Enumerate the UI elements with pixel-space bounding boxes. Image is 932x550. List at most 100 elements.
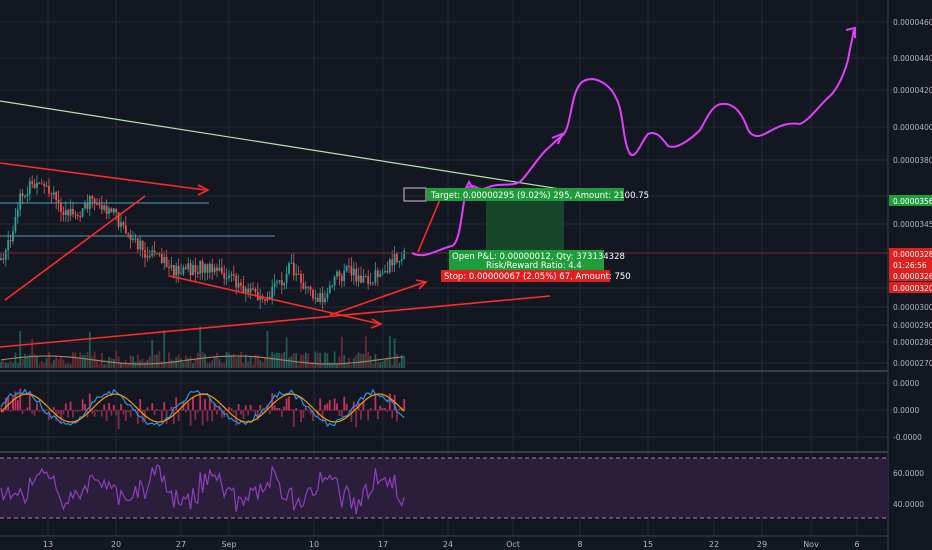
volume-bar bbox=[194, 360, 197, 368]
candle-body bbox=[93, 198, 96, 204]
candle-body bbox=[297, 273, 300, 275]
candle-body bbox=[355, 268, 358, 282]
volume-bar bbox=[170, 359, 173, 368]
volume-bar bbox=[189, 356, 192, 368]
open-pnl-label: Open P&L: 0.00000012, Qty: 373134328 bbox=[452, 252, 625, 262]
volume-bar bbox=[384, 360, 386, 368]
candle-body bbox=[247, 288, 250, 293]
macd-histogram-bar bbox=[62, 410, 65, 415]
candle-body bbox=[201, 261, 204, 273]
candle-body bbox=[326, 293, 329, 299]
volume-bar bbox=[396, 354, 398, 368]
macd-histogram-bar bbox=[40, 410, 43, 412]
volume-bar bbox=[98, 363, 101, 368]
long-trend-line[interactable] bbox=[0, 100, 561, 190]
candle-body bbox=[292, 262, 295, 276]
volume-bar bbox=[156, 354, 158, 368]
volume-bar bbox=[338, 356, 341, 368]
volume-bar bbox=[230, 355, 233, 368]
candle-body bbox=[24, 195, 26, 197]
macd-histogram-bar bbox=[376, 410, 379, 420]
macd-histogram-bar bbox=[364, 410, 367, 411]
volume-bar bbox=[247, 361, 250, 368]
candle-body bbox=[175, 265, 178, 276]
candle-body bbox=[295, 273, 298, 276]
volume-bar bbox=[24, 354, 26, 368]
candle-body bbox=[372, 282, 374, 284]
volume-bar bbox=[403, 355, 406, 368]
candle-body bbox=[242, 285, 245, 293]
volume-bar bbox=[129, 355, 132, 368]
price-axis-badge bbox=[889, 195, 932, 206]
candle-body bbox=[300, 273, 302, 283]
volume-bar bbox=[158, 351, 161, 368]
time-tick-label: 20 bbox=[111, 540, 121, 549]
macd-histogram-bar bbox=[271, 393, 274, 411]
candle-body bbox=[168, 267, 170, 269]
volume-bar bbox=[300, 354, 302, 368]
volume-bar bbox=[259, 360, 262, 368]
macd-histogram-bar bbox=[350, 410, 353, 422]
candle-body bbox=[81, 208, 84, 217]
time-tick-label: 8 bbox=[577, 540, 582, 549]
candle-body bbox=[57, 200, 60, 204]
volume-bar bbox=[312, 362, 314, 368]
candle-body bbox=[16, 209, 19, 218]
macd-histogram-bar bbox=[24, 409, 26, 411]
macd-histogram-bar bbox=[355, 410, 358, 428]
time-tick-label: 13 bbox=[43, 540, 53, 549]
candle-body bbox=[62, 211, 65, 216]
macd-histogram-bar bbox=[244, 405, 247, 411]
volume-bar bbox=[266, 330, 269, 368]
macd-histogram-bar bbox=[120, 404, 122, 411]
volume-bar bbox=[374, 354, 377, 368]
position-tool[interactable]: Target: 0.00000295 (9.02%) 295, Amount: … bbox=[403, 187, 649, 282]
volume-bar bbox=[184, 355, 187, 368]
candle-body bbox=[134, 238, 137, 240]
candle-body bbox=[364, 276, 367, 278]
magenta-projection[interactable] bbox=[411, 29, 855, 257]
volume-bar bbox=[400, 354, 403, 368]
macd-histogram-bar bbox=[343, 396, 346, 411]
candle-body bbox=[376, 270, 379, 278]
macd-histogram-bar bbox=[278, 407, 281, 411]
candle-body bbox=[386, 271, 389, 273]
volume-bar bbox=[28, 354, 31, 368]
volume-bar bbox=[16, 363, 19, 368]
macd-histogram-bar bbox=[297, 410, 300, 411]
candle-body bbox=[129, 234, 132, 240]
macd-histogram-bar bbox=[192, 396, 194, 411]
time-axis[interactable]: 13 20 27 Sep 10 17 24 Oct 8 15 22 29 Nov 6 bbox=[43, 540, 860, 549]
candle-body bbox=[362, 276, 365, 283]
volume-bar bbox=[271, 351, 274, 368]
candle-body bbox=[52, 192, 55, 195]
candle-body bbox=[240, 282, 242, 286]
time-tick-label: 29 bbox=[757, 540, 767, 549]
time-tick-label: 6 bbox=[854, 540, 859, 549]
candle-body bbox=[14, 217, 17, 232]
candle-body bbox=[259, 296, 262, 300]
candle-body bbox=[290, 262, 293, 264]
macd-histogram-bar bbox=[136, 410, 139, 425]
macd-histogram-bar bbox=[240, 410, 242, 415]
volume-bar bbox=[38, 364, 41, 368]
volume-bar bbox=[261, 362, 264, 368]
candle-body bbox=[343, 270, 346, 281]
candle-body bbox=[196, 272, 199, 274]
volume-bar bbox=[81, 354, 84, 368]
volume-bar bbox=[9, 361, 12, 368]
candle-body bbox=[172, 264, 175, 276]
macd-histogram-bar bbox=[52, 407, 55, 411]
macd-histogram-bar bbox=[276, 408, 278, 411]
candle-body bbox=[108, 208, 110, 214]
candle-body bbox=[124, 225, 127, 234]
volume-bar bbox=[367, 352, 370, 368]
macd-histogram-bar bbox=[93, 410, 96, 417]
volume-bar bbox=[40, 361, 43, 368]
macd-histogram-bar bbox=[7, 396, 10, 411]
candle-body bbox=[9, 240, 12, 242]
volume-bar bbox=[256, 355, 259, 368]
